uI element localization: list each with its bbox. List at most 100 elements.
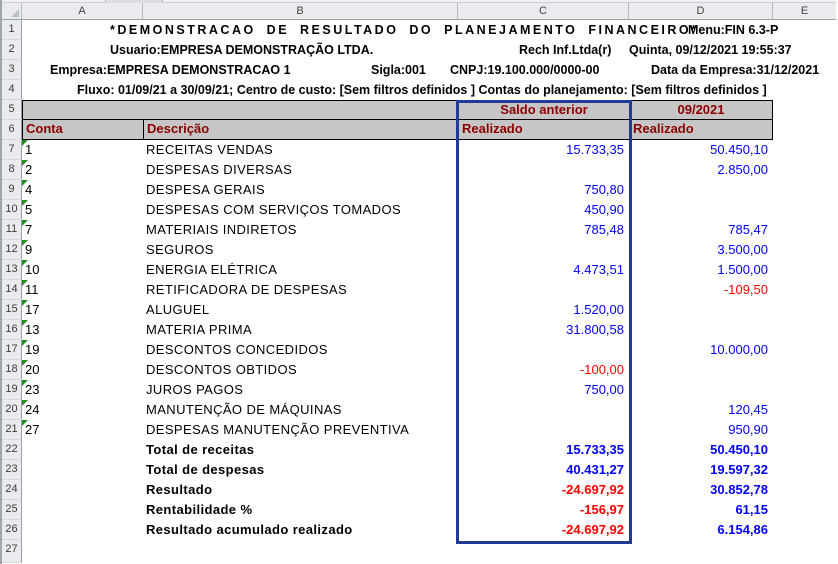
- saldo-anterior-cell[interactable]: [458, 400, 629, 420]
- row-header[interactable]: 15: [2, 300, 22, 320]
- descricao-cell[interactable]: ENERGIA ELÉTRICA: [146, 262, 278, 277]
- mes-realizado-cell[interactable]: [629, 180, 773, 200]
- row-header[interactable]: 23: [2, 460, 22, 480]
- mes-realizado-cell[interactable]: 950,90: [728, 422, 768, 437]
- descricao-cell[interactable]: MATERIAIS INDIRETOS: [146, 222, 297, 237]
- mes-realizado-cell[interactable]: [629, 380, 773, 400]
- descricao-cell[interactable]: Rentabilidade %: [146, 502, 253, 517]
- row-header[interactable]: 27: [2, 540, 22, 563]
- report-company-row[interactable]: Empresa:EMPRESA DEMONSTRACAO 1 Sigla:001…: [22, 60, 836, 80]
- row-header[interactable]: 1: [2, 20, 22, 40]
- group-header-periodo[interactable]: 09/2021: [629, 100, 773, 120]
- row-header[interactable]: 19: [2, 380, 22, 400]
- descricao-cell[interactable]: Resultado acumulado realizado: [146, 522, 353, 537]
- row-header[interactable]: 14: [2, 280, 22, 300]
- row-header[interactable]: 24: [2, 480, 22, 500]
- column-header-b[interactable]: B: [143, 3, 458, 19]
- report-user-row[interactable]: Usuario:EMPRESA DEMONSTRAÇÃO LTDA. Rech …: [22, 40, 836, 60]
- descricao-cell[interactable]: MANUTENÇÃO DE MÁQUINAS: [146, 402, 342, 417]
- row-header[interactable]: 5: [2, 100, 22, 120]
- conta-cell[interactable]: 19: [22, 340, 143, 360]
- descricao-cell[interactable]: ALUGUEL: [146, 302, 210, 317]
- row-header[interactable]: 6: [2, 120, 22, 140]
- saldo-anterior-cell[interactable]: 1.520,00: [573, 302, 624, 317]
- column-header-e[interactable]: E: [800, 5, 809, 17]
- column-header-c[interactable]: C: [458, 3, 629, 19]
- saldo-anterior-cell[interactable]: 15.733,35: [566, 142, 624, 157]
- row-header[interactable]: 12: [2, 240, 22, 260]
- conta-cell[interactable]: [22, 500, 143, 520]
- column-header-a[interactable]: A: [22, 3, 143, 19]
- conta-cell[interactable]: 27: [22, 420, 143, 440]
- column-label-descricao[interactable]: Descrição: [143, 120, 458, 140]
- row-header[interactable]: 11: [2, 220, 22, 240]
- column-label-realizado-mes[interactable]: Realizado: [629, 120, 773, 140]
- saldo-anterior-cell[interactable]: 785,48: [584, 222, 624, 237]
- row-header[interactable]: 13: [2, 260, 22, 280]
- header-spacer-cell[interactable]: [22, 100, 458, 120]
- saldo-anterior-cell[interactable]: 15.733,35: [566, 442, 624, 457]
- mes-realizado-cell[interactable]: 10.000,00: [710, 342, 768, 357]
- descricao-cell[interactable]: RECEITAS VENDAS: [146, 142, 274, 157]
- saldo-anterior-cell[interactable]: 450,90: [584, 202, 624, 217]
- descricao-cell[interactable]: DESCONTOS CONCEDIDOS: [146, 342, 328, 357]
- descricao-cell[interactable]: MATERIA PRIMA: [146, 322, 253, 337]
- descricao-cell[interactable]: RETIFICADORA DE DESPESAS: [146, 282, 348, 297]
- descricao-cell[interactable]: DESCONTOS OBTIDOS: [146, 362, 298, 377]
- conta-cell[interactable]: 23: [22, 380, 143, 400]
- row-header[interactable]: 17: [2, 340, 22, 360]
- descricao-cell[interactable]: JUROS PAGOS: [146, 382, 244, 397]
- saldo-anterior-cell[interactable]: [458, 340, 629, 360]
- mes-realizado-cell[interactable]: 1.500,00: [717, 262, 768, 277]
- mes-realizado-cell[interactable]: 30.852,78: [710, 482, 768, 497]
- row-header[interactable]: 18: [2, 360, 22, 380]
- descricao-cell[interactable]: Total de receitas: [146, 442, 255, 457]
- saldo-anterior-cell[interactable]: 31.800,58: [566, 322, 624, 337]
- row-header[interactable]: 3: [2, 60, 22, 80]
- saldo-anterior-cell[interactable]: -100,00: [579, 362, 624, 377]
- saldo-anterior-cell[interactable]: [458, 240, 629, 260]
- mes-realizado-cell[interactable]: 785,47: [728, 222, 768, 237]
- descricao-cell[interactable]: DESPESAS MANUTENÇÃO PREVENTIVA: [146, 422, 410, 437]
- row-header[interactable]: 8: [2, 160, 22, 180]
- conta-cell[interactable]: 11: [22, 280, 143, 300]
- row-header[interactable]: 2: [2, 40, 22, 60]
- row-header[interactable]: 10: [2, 200, 22, 220]
- mes-realizado-cell[interactable]: 120,45: [728, 402, 768, 417]
- row-header[interactable]: 22: [2, 440, 22, 460]
- conta-cell[interactable]: [22, 460, 143, 480]
- saldo-anterior-cell[interactable]: 750,80: [584, 182, 624, 197]
- saldo-anterior-cell[interactable]: [458, 420, 629, 440]
- saldo-anterior-cell[interactable]: [458, 280, 629, 300]
- descricao-cell[interactable]: DESPESAS DIVERSAS: [146, 162, 293, 177]
- row-header[interactable]: 7: [2, 140, 22, 160]
- mes-realizado-cell[interactable]: [629, 360, 773, 380]
- saldo-anterior-cell[interactable]: -24.697,92: [561, 482, 624, 497]
- descricao-cell[interactable]: DESPESA GERAIS: [146, 182, 266, 197]
- mes-realizado-cell[interactable]: 3.500,00: [717, 242, 768, 257]
- conta-cell[interactable]: [22, 520, 143, 540]
- group-header-saldo-anterior[interactable]: Saldo anterior: [458, 100, 629, 120]
- conta-cell[interactable]: 24: [22, 400, 143, 420]
- row-header[interactable]: 9: [2, 180, 22, 200]
- column-label-realizado-saldo[interactable]: Realizado: [458, 120, 629, 140]
- descricao-cell[interactable]: Total de despesas: [146, 462, 265, 477]
- mes-realizado-cell[interactable]: 61,15: [735, 502, 768, 517]
- mes-realizado-cell[interactable]: 19.597,32: [710, 462, 768, 477]
- descricao-cell[interactable]: Resultado: [146, 482, 213, 497]
- mes-realizado-cell[interactable]: [629, 300, 773, 320]
- mes-realizado-cell[interactable]: 6.154,86: [717, 522, 768, 537]
- descricao-cell[interactable]: SEGUROS: [146, 242, 214, 257]
- mes-realizado-cell[interactable]: [629, 320, 773, 340]
- conta-cell[interactable]: 5: [22, 200, 143, 220]
- conta-cell[interactable]: 9: [22, 240, 143, 260]
- row-header[interactable]: 25: [2, 500, 22, 520]
- empty-row[interactable]: [22, 540, 836, 563]
- row-header[interactable]: 21: [2, 420, 22, 440]
- saldo-anterior-cell[interactable]: 40.431,27: [566, 462, 624, 477]
- select-all-button[interactable]: [2, 3, 22, 19]
- saldo-anterior-cell[interactable]: [458, 160, 629, 180]
- mes-realizado-cell[interactable]: 50.450,10: [710, 142, 768, 157]
- report-filter-row[interactable]: Fluxo: 01/09/21 a 30/09/21; Centro de cu…: [22, 80, 836, 100]
- column-label-conta[interactable]: Conta: [22, 120, 143, 140]
